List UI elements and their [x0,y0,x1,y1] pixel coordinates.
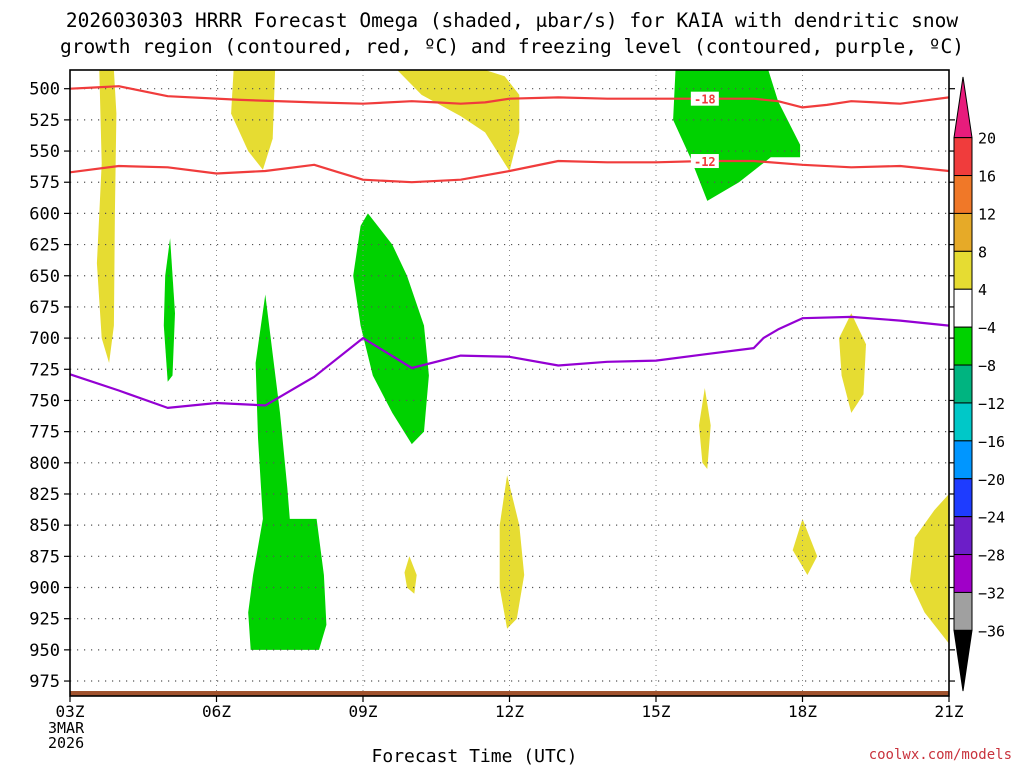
colorbar-block-7 [953,364,973,404]
colorbar-block-12 [953,554,973,593]
x-tick-label-03Z: 03Z [56,702,85,721]
omega-region-6 [839,313,866,413]
contour-label-1: -12 [694,155,716,169]
omega-region-10 [248,294,327,650]
contour-2 [70,315,949,409]
contour-label-bg-1 [690,154,719,169]
x-tick-label-12Z: 12Z [495,702,524,721]
colorbar-label-10: −24 [978,509,1005,527]
x-axis-label: Forecast Time (UTC) [372,746,578,767]
colorbar-block-5 [953,288,973,328]
omega-region-2 [397,70,520,171]
colorbar-block-13 [953,591,973,631]
omega-region-11 [353,213,429,445]
colorbar-block-10 [953,478,973,518]
y-tick-label-500: 500 [29,80,60,100]
y-tick-label-900: 900 [29,579,60,599]
omega-region-5 [699,388,711,469]
colorbar-block-8 [953,402,973,442]
x-date-sublabel-1: 2026 [48,734,84,752]
colorbar-block-11 [953,516,973,556]
y-tick-label-725: 725 [29,360,60,380]
chart-title-line1: 2026030303 HRRR Forecast Omega (shaded, … [65,9,959,32]
omega-region-0 [96,70,117,363]
colorbar-label-12: −32 [978,584,1005,602]
x-tick-label-15Z: 15Z [642,702,671,721]
colorbar: 20 16 12 8 4 −4 −8 −12 −16 −20 −24 −28 −32 −36 [953,76,1005,692]
colorbar-label-3: 8 [978,243,987,261]
colorbar-top-arrow [953,76,973,139]
x-tick-label-09Z: 09Z [349,702,378,721]
x-tick-label-18Z: 18Z [788,702,817,721]
y-tick-label-950: 950 [29,641,60,661]
colorbar-label-4: 4 [978,281,987,299]
y-tick-label-625: 625 [29,236,60,256]
colorbar-block-9 [953,440,973,480]
colorbar-label-7: −12 [978,395,1005,413]
colorbar-label-11: −28 [978,547,1005,565]
colorbar-block-6 [953,326,973,366]
colorbar-label-2: 12 [978,205,996,223]
y-tick-label-750: 750 [29,391,60,411]
colorbar-label-13: −36 [978,622,1005,640]
colorbar-label-8: −16 [978,433,1005,451]
omega-region-4 [404,556,417,594]
y-tick-label-550: 550 [29,142,60,162]
y-tick-label-650: 650 [29,267,60,287]
omega-region-7 [792,518,818,575]
colorbar-label-0: 20 [978,130,996,148]
colorbar-label-5: −4 [978,319,996,337]
contour-label-0: -18 [694,93,716,107]
y-tick-label-600: 600 [29,204,60,224]
y-tick-label-775: 775 [29,423,60,443]
colorbar-block-4 [953,250,973,290]
x-date-sublabel-0: 3MAR [48,719,85,737]
source-credit: coolwx.com/models [868,747,1012,763]
x-tick-label-21Z: 21Z [935,702,964,721]
y-tick-label-925: 925 [29,610,60,630]
terrain-strip [70,691,949,696]
y-tick-label-700: 700 [29,329,60,349]
colorbar-bottom-arrow [953,629,973,692]
y-tick-label-800: 800 [29,454,60,474]
y-tick-label-850: 850 [29,516,60,536]
y-tick-label-525: 525 [29,111,60,131]
colorbar-block-2 [953,175,973,214]
y-tick-label-975: 975 [29,672,60,692]
x-tick-label-06Z: 06Z [202,702,231,721]
chart-title-line2: growth region (contoured, red, ºC) and f… [60,35,964,58]
chart-title: 2026030303 HRRR Forecast Omega (shaded, … [0,8,1024,60]
omega-region-9 [163,238,175,382]
y-tick-label-675: 675 [29,298,60,318]
contour-0 [70,85,949,109]
colorbar-label-9: −20 [978,471,1005,489]
y-tick-label-575: 575 [29,173,60,193]
y-tick-label-875: 875 [29,547,60,567]
colorbar-label-6: −8 [978,357,996,375]
y-tick-label-825: 825 [29,485,60,505]
omega-region-3 [499,475,525,629]
colorbar-block-3 [953,212,973,252]
colorbar-block-1 [953,137,973,177]
contour-label-bg-0 [690,91,719,106]
colorbar-label-1: 16 [978,168,996,186]
omega-region-8 [909,494,949,644]
contour-1 [70,159,949,184]
plot-area: -18 -12 [70,70,949,696]
